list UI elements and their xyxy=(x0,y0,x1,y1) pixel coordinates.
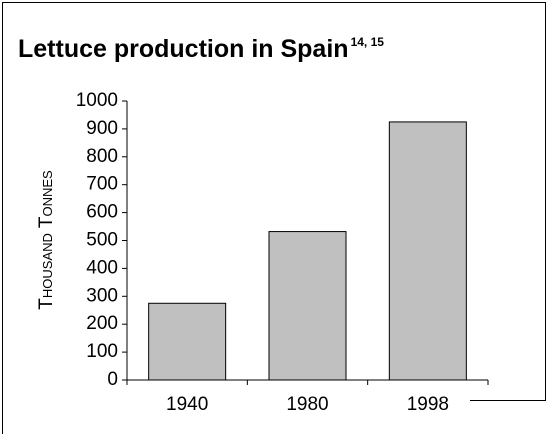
y-tick-label: 200 xyxy=(86,313,118,334)
title-text: Lettuce production in Spain xyxy=(18,35,349,63)
y-tick-label: 1000 xyxy=(76,90,118,111)
y-tick-label: 400 xyxy=(86,257,118,278)
bar xyxy=(268,231,347,381)
x-tick-label: 1940 xyxy=(166,394,208,415)
y-tick-label: 300 xyxy=(86,285,118,306)
bar xyxy=(148,302,227,381)
y-tick-label: 800 xyxy=(86,146,118,167)
y-tick-label: 0 xyxy=(107,369,118,390)
y-tick-label: 600 xyxy=(86,202,118,223)
y-axis-label: Thousand Tonnes xyxy=(36,170,57,310)
x-tick-label: 1998 xyxy=(407,394,449,415)
y-tick-label: 900 xyxy=(86,118,118,139)
y-tick-label: 100 xyxy=(86,341,118,362)
y-tick-label: 500 xyxy=(86,230,118,251)
y-tick-label: 700 xyxy=(86,174,118,195)
title-superscript: 14, 15 xyxy=(351,35,385,49)
chart-title: Lettuce production in Spain 14, 15 xyxy=(18,35,384,63)
x-tick-label: 1980 xyxy=(286,394,328,415)
bar xyxy=(388,121,467,381)
